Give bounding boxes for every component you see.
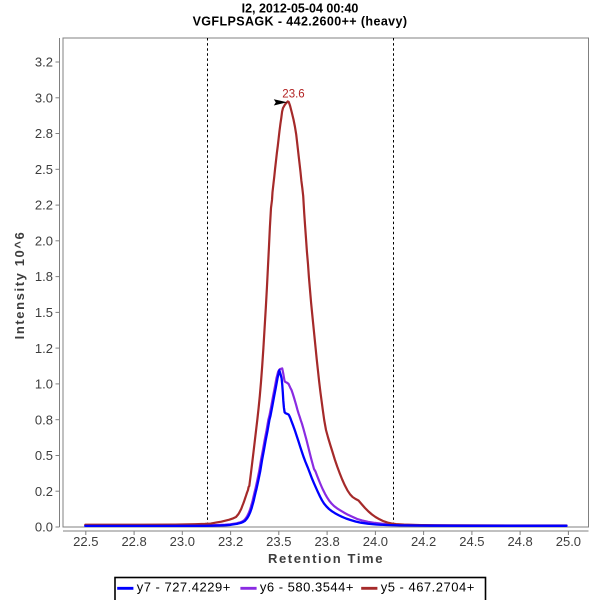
svg-text:1.2: 1.2 xyxy=(35,341,53,356)
svg-text:y5 - 467.2704+: y5 - 467.2704+ xyxy=(381,580,475,595)
svg-text:1.5: 1.5 xyxy=(35,305,53,320)
svg-text:23.5: 23.5 xyxy=(266,534,291,549)
svg-text:23.2: 23.2 xyxy=(218,534,243,549)
svg-text:24.2: 24.2 xyxy=(411,534,436,549)
svg-text:22.8: 22.8 xyxy=(121,534,146,549)
svg-text:23.6: 23.6 xyxy=(282,89,304,101)
svg-text:24.5: 24.5 xyxy=(459,534,484,549)
svg-text:2.2: 2.2 xyxy=(35,198,53,213)
svg-text:2.0: 2.0 xyxy=(35,233,53,248)
svg-text:22.5: 22.5 xyxy=(73,534,98,549)
svg-text:24.8: 24.8 xyxy=(507,534,532,549)
svg-text:Intensity 10^6: Intensity 10^6 xyxy=(12,231,27,340)
svg-text:25.0: 25.0 xyxy=(556,534,581,549)
svg-text:3.0: 3.0 xyxy=(35,90,53,105)
svg-text:y6 - 580.3544+: y6 - 580.3544+ xyxy=(260,580,354,595)
svg-text:2.8: 2.8 xyxy=(35,126,53,141)
svg-text:1.0: 1.0 xyxy=(35,377,53,392)
svg-text:2.5: 2.5 xyxy=(35,162,53,177)
svg-text:Retention Time: Retention Time xyxy=(268,551,384,566)
svg-text:23.0: 23.0 xyxy=(170,534,195,549)
svg-text:0.0: 0.0 xyxy=(35,520,53,535)
svg-text:0.5: 0.5 xyxy=(35,448,53,463)
svg-text:VGFLPSAGK - 442.2600++ (heavy): VGFLPSAGK - 442.2600++ (heavy) xyxy=(193,15,408,29)
svg-text:0.8: 0.8 xyxy=(35,412,53,427)
svg-text:1.8: 1.8 xyxy=(35,269,53,284)
svg-text:3.2: 3.2 xyxy=(35,55,53,70)
svg-text:24.0: 24.0 xyxy=(363,534,388,549)
svg-text:y7 - 727.4229+: y7 - 727.4229+ xyxy=(137,580,231,595)
svg-text:23.8: 23.8 xyxy=(314,534,339,549)
svg-text:0.2: 0.2 xyxy=(35,484,53,499)
svg-text:I2, 2012-05-04 00:40: I2, 2012-05-04 00:40 xyxy=(242,2,359,16)
